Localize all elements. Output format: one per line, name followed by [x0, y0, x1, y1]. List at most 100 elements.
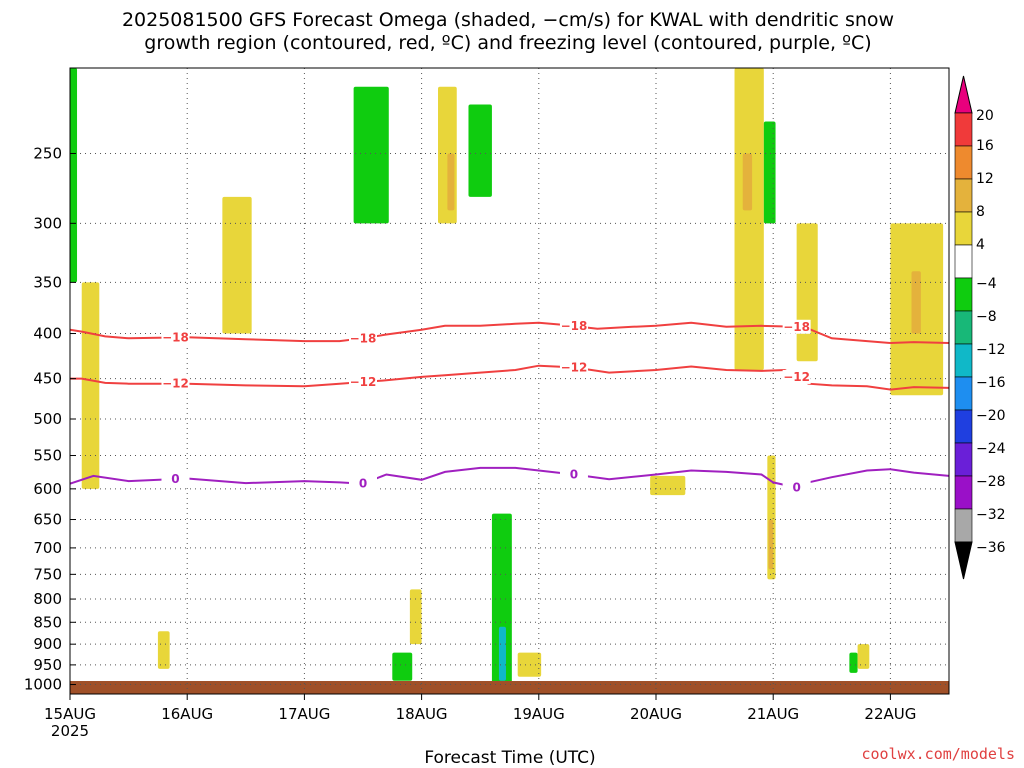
contour-label: 0	[171, 472, 179, 486]
plot-frame	[69, 67, 950, 695]
colorbar-segment	[954, 442, 973, 477]
x-tick-label: 16AUG	[161, 705, 213, 723]
contour-label-bg	[559, 467, 588, 482]
colorbar-tick-label: 16	[976, 138, 994, 154]
colorbar-tick-label: −12	[976, 342, 1006, 358]
colorbar-segment	[954, 475, 973, 510]
colorbar-tick-label: 20	[976, 108, 994, 124]
y-tick-label: 450	[33, 370, 62, 388]
colorbar-tick-label: 8	[976, 204, 985, 220]
omega-region-18	[157, 631, 170, 669]
y-tick-label: 800	[33, 590, 62, 608]
colorbar-tick-label: −4	[976, 276, 997, 292]
contour-label: 0	[792, 481, 800, 495]
colorbar: 20 16 12 8 4 −4 −8 −12 −16 −20 −24 −28 −32 −36	[954, 75, 1006, 580]
y-tick-label: 1000	[24, 676, 62, 694]
contour-line-2	[70, 466, 949, 489]
omega-region-23	[81, 282, 100, 489]
omega-region-5	[742, 153, 753, 211]
colorbar-segment	[954, 211, 973, 246]
y-tick-label: 250	[33, 144, 62, 162]
y-tick-label: 700	[33, 539, 62, 557]
y-tick-label: 550	[33, 447, 62, 465]
y-tick-label: 650	[33, 511, 62, 529]
colorbar-segment	[954, 112, 973, 147]
credit-label: coolwx.com/models	[861, 745, 1015, 763]
y-tick-label: 500	[33, 410, 62, 428]
colorbar-bottom-arrow	[954, 541, 973, 580]
x-year-label: 2025	[51, 722, 89, 740]
y-tick-label: 850	[33, 613, 62, 631]
contour-label: −12	[350, 375, 377, 389]
x-tick-label: 21AUG	[747, 705, 799, 723]
omega-region-12	[70, 68, 78, 283]
chart-title: 2025081500 GFS Forecast Omega (shaded, −…	[122, 9, 894, 54]
omega-region-0	[392, 652, 413, 681]
y-tick-label: 750	[33, 565, 62, 583]
contour-label: −12	[783, 370, 810, 384]
x-tick-label: 19AUG	[513, 705, 565, 723]
contour-label-bg	[782, 369, 811, 384]
colorbar-segment	[954, 376, 973, 411]
colorbar-tick-label: 4	[976, 237, 985, 253]
colorbar-segment	[954, 310, 973, 345]
y-axis-ticks: 250 300 350 400 450 500 550 600 650 700 750 800 850 9…	[24, 144, 76, 694]
omega-region-4	[734, 68, 764, 371]
x-axis-label: Forecast Time (UTC)	[424, 748, 595, 768]
omega-region-6	[763, 121, 776, 224]
contour-label: −18	[561, 319, 588, 333]
title-line-1: 2025081500 GFS Forecast Omega (shaded, −…	[122, 9, 894, 31]
omega-shading	[70, 68, 944, 685]
y-tick-label: 950	[33, 656, 62, 674]
y-tick-label: 300	[33, 214, 62, 232]
y-tick-label: 600	[33, 480, 62, 498]
contour-label: −18	[162, 331, 189, 345]
contour-label: 0	[570, 468, 578, 482]
contour-label-bg	[161, 330, 190, 345]
contour-label-bg	[161, 376, 190, 391]
contour-label-bg	[782, 480, 811, 495]
colorbar-tick-label: −8	[976, 309, 997, 325]
colorbar-top-arrow	[954, 75, 973, 114]
colorbar-tick-label: −24	[976, 441, 1006, 457]
colorbar-tick-label: −20	[976, 408, 1006, 424]
colorbar-segment	[954, 508, 973, 543]
colorbar-segment	[954, 178, 973, 213]
omega-region-8	[768, 519, 774, 570]
omega-region-1	[491, 513, 512, 685]
ground-bar	[70, 681, 949, 694]
omega-region-17	[650, 475, 686, 496]
x-tick-label: 20AUG	[630, 705, 682, 723]
contour-label-bg	[559, 319, 588, 334]
y-tick-label: 400	[33, 325, 62, 343]
omega-region-3	[517, 652, 542, 677]
contour-label: −18	[350, 331, 377, 345]
contour-label-bg	[349, 476, 377, 491]
colorbar-tick-label: 12	[976, 171, 994, 187]
colorbar-tick-label: −36	[976, 540, 1006, 556]
omega-region-19	[409, 589, 422, 645]
contour-label: −18	[783, 320, 810, 334]
omega-region-20	[849, 652, 858, 673]
contour-label: −12	[162, 377, 189, 391]
omega-region-16	[468, 104, 492, 197]
contour-line-0	[70, 321, 949, 345]
colorbar-segment	[954, 409, 973, 444]
contour-line-1	[70, 364, 949, 391]
colorbar-tick-label: −28	[976, 474, 1006, 490]
omega-region-21	[857, 644, 870, 669]
x-tick-label: 17AUG	[278, 705, 330, 723]
colorbar-segment	[954, 145, 973, 180]
contour-label-bg	[161, 472, 190, 487]
contour-label-bg	[349, 331, 377, 346]
y-tick-label: 900	[33, 635, 62, 653]
x-tick-label: 18AUG	[396, 705, 448, 723]
omega-region-22	[222, 196, 252, 334]
x-tick-label: 22AUG	[864, 705, 916, 723]
colorbar-segment	[954, 343, 973, 378]
title-line-2: growth region (contoured, red, ºC) and f…	[144, 32, 871, 54]
omega-region-15	[447, 153, 455, 211]
contour-label-bg	[782, 319, 811, 334]
y-tick-label: 350	[33, 273, 62, 291]
